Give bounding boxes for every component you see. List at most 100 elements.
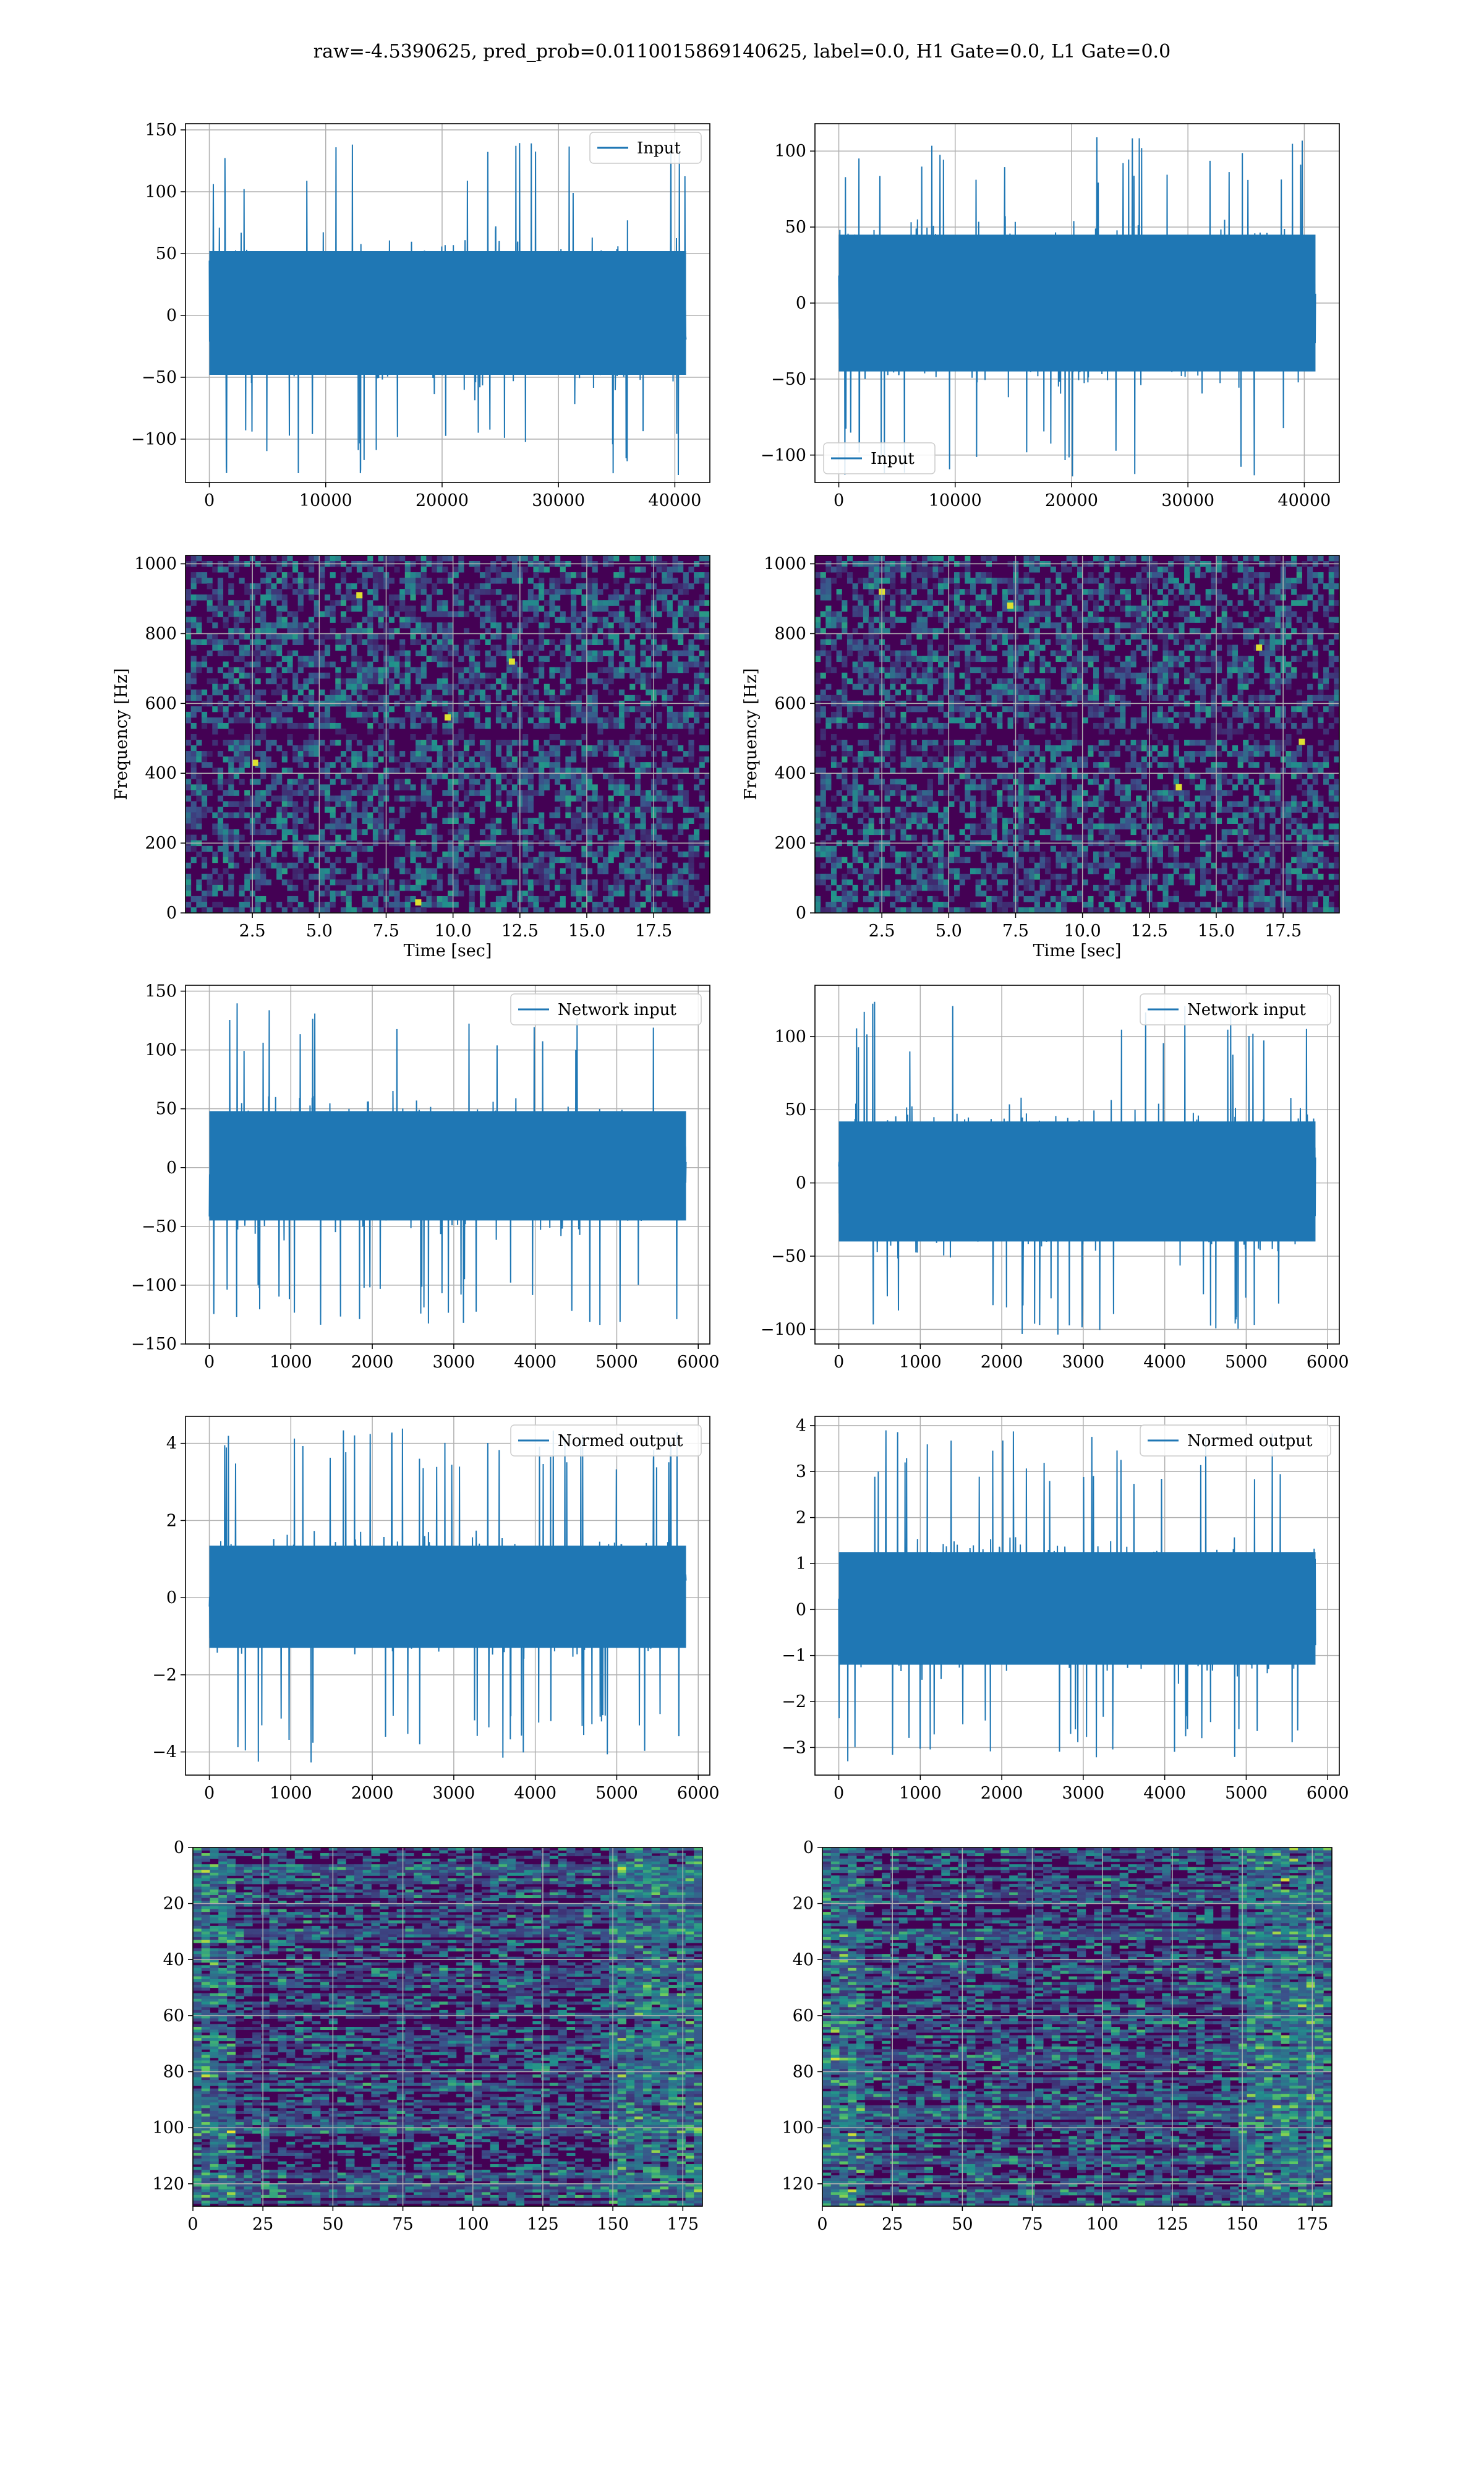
heat-cell (217, 567, 224, 573)
heat-cell (1232, 656, 1239, 662)
heat-cell (372, 907, 379, 913)
heat-cell (378, 834, 384, 841)
heat-cell (1141, 622, 1147, 628)
heat-cell (927, 656, 933, 662)
heat-cell (592, 578, 598, 584)
heat-cell (678, 890, 684, 897)
heat-cell (362, 790, 368, 796)
heat-cell (662, 695, 668, 701)
heat-cell (276, 717, 283, 724)
heat-cell (233, 600, 240, 606)
heat-cell (662, 779, 668, 785)
heat-cell (410, 572, 416, 578)
heat-cell (330, 896, 336, 902)
heat-cell (1184, 639, 1190, 645)
heat-cell (608, 594, 614, 601)
heat-cell (495, 706, 502, 713)
heat-cell (1184, 678, 1190, 685)
heat-cell (437, 628, 443, 634)
heat-cell (1002, 589, 1009, 595)
heat-cell (1216, 706, 1222, 713)
heat-cell (527, 555, 534, 562)
heat-cell (890, 611, 896, 617)
heat-cell (1162, 567, 1169, 573)
heat-cell (309, 873, 315, 880)
heat-cell (1237, 583, 1243, 589)
heat-cell (667, 717, 673, 724)
heat-cell (852, 683, 858, 690)
heat-cell (1248, 594, 1255, 601)
heat-cell (410, 722, 416, 729)
heat-cell (662, 818, 668, 824)
heat-cell (1216, 594, 1222, 601)
heat-cell (608, 622, 614, 628)
heat-cell (426, 790, 432, 796)
heat-cell (890, 661, 896, 668)
heat-cell (527, 884, 534, 891)
heat-cell (426, 740, 432, 746)
heat-cell (884, 644, 890, 651)
heat-cell (469, 901, 475, 908)
heat-cell (1093, 678, 1099, 685)
heat-cell (683, 722, 689, 729)
heat-cell (613, 633, 620, 640)
heat-cell (586, 650, 593, 657)
heat-cell (469, 851, 475, 858)
heat-cell (656, 862, 662, 869)
heat-cell (949, 555, 955, 562)
heat-cell (448, 683, 454, 690)
heat-cell (474, 907, 480, 913)
heat-cell (292, 896, 299, 902)
heat-cell (356, 829, 363, 836)
heat-cell (367, 884, 373, 891)
heat-cell (1269, 600, 1276, 606)
heat-cell (576, 628, 582, 634)
heat-cell (890, 650, 896, 657)
heat-cell (1018, 600, 1024, 606)
heat-cell (399, 578, 406, 584)
heat-cell (244, 583, 250, 589)
heat-cell (1243, 706, 1249, 713)
heat-cell (1334, 672, 1339, 679)
heat-cell (527, 689, 534, 696)
heat-cell (613, 578, 620, 584)
heat-cell (1312, 600, 1318, 606)
heat-cell (586, 795, 593, 802)
heat-cell (533, 689, 539, 696)
heat-cell (836, 567, 842, 573)
heat-cell (560, 617, 566, 623)
heat-cell (1211, 583, 1217, 589)
heat-cell (201, 901, 208, 908)
heat-cell (426, 555, 432, 562)
heat-cell (485, 672, 491, 679)
heat-cell (1179, 555, 1185, 562)
heat-cell (699, 790, 705, 796)
heat-cell (223, 711, 229, 718)
heat-cell (1248, 656, 1255, 662)
heat-cell (223, 695, 229, 701)
heat-cell (1120, 589, 1126, 595)
heat-cell (511, 823, 518, 830)
heat-cell (624, 583, 630, 589)
heat-cell (276, 689, 283, 696)
heat-cell (479, 857, 486, 863)
heat-cell (448, 829, 454, 836)
heat-cell (186, 795, 192, 802)
heat-cell (233, 711, 240, 718)
heat-cell (212, 812, 218, 818)
heat-cell (346, 667, 352, 674)
heat-cell (1039, 695, 1046, 701)
heat-cell (474, 751, 480, 757)
heat-cell (629, 706, 636, 713)
heat-cell (303, 790, 309, 796)
heat-cell (667, 795, 673, 802)
heat-cell (458, 812, 464, 818)
heat-cell (830, 611, 837, 617)
heat-cell (943, 617, 949, 623)
heat-cell (260, 639, 267, 645)
heat-cell (1211, 572, 1217, 578)
heat-cell (1050, 606, 1056, 612)
heat-cell (539, 717, 545, 724)
heat-cell (404, 896, 411, 902)
heat-cell (527, 890, 534, 897)
